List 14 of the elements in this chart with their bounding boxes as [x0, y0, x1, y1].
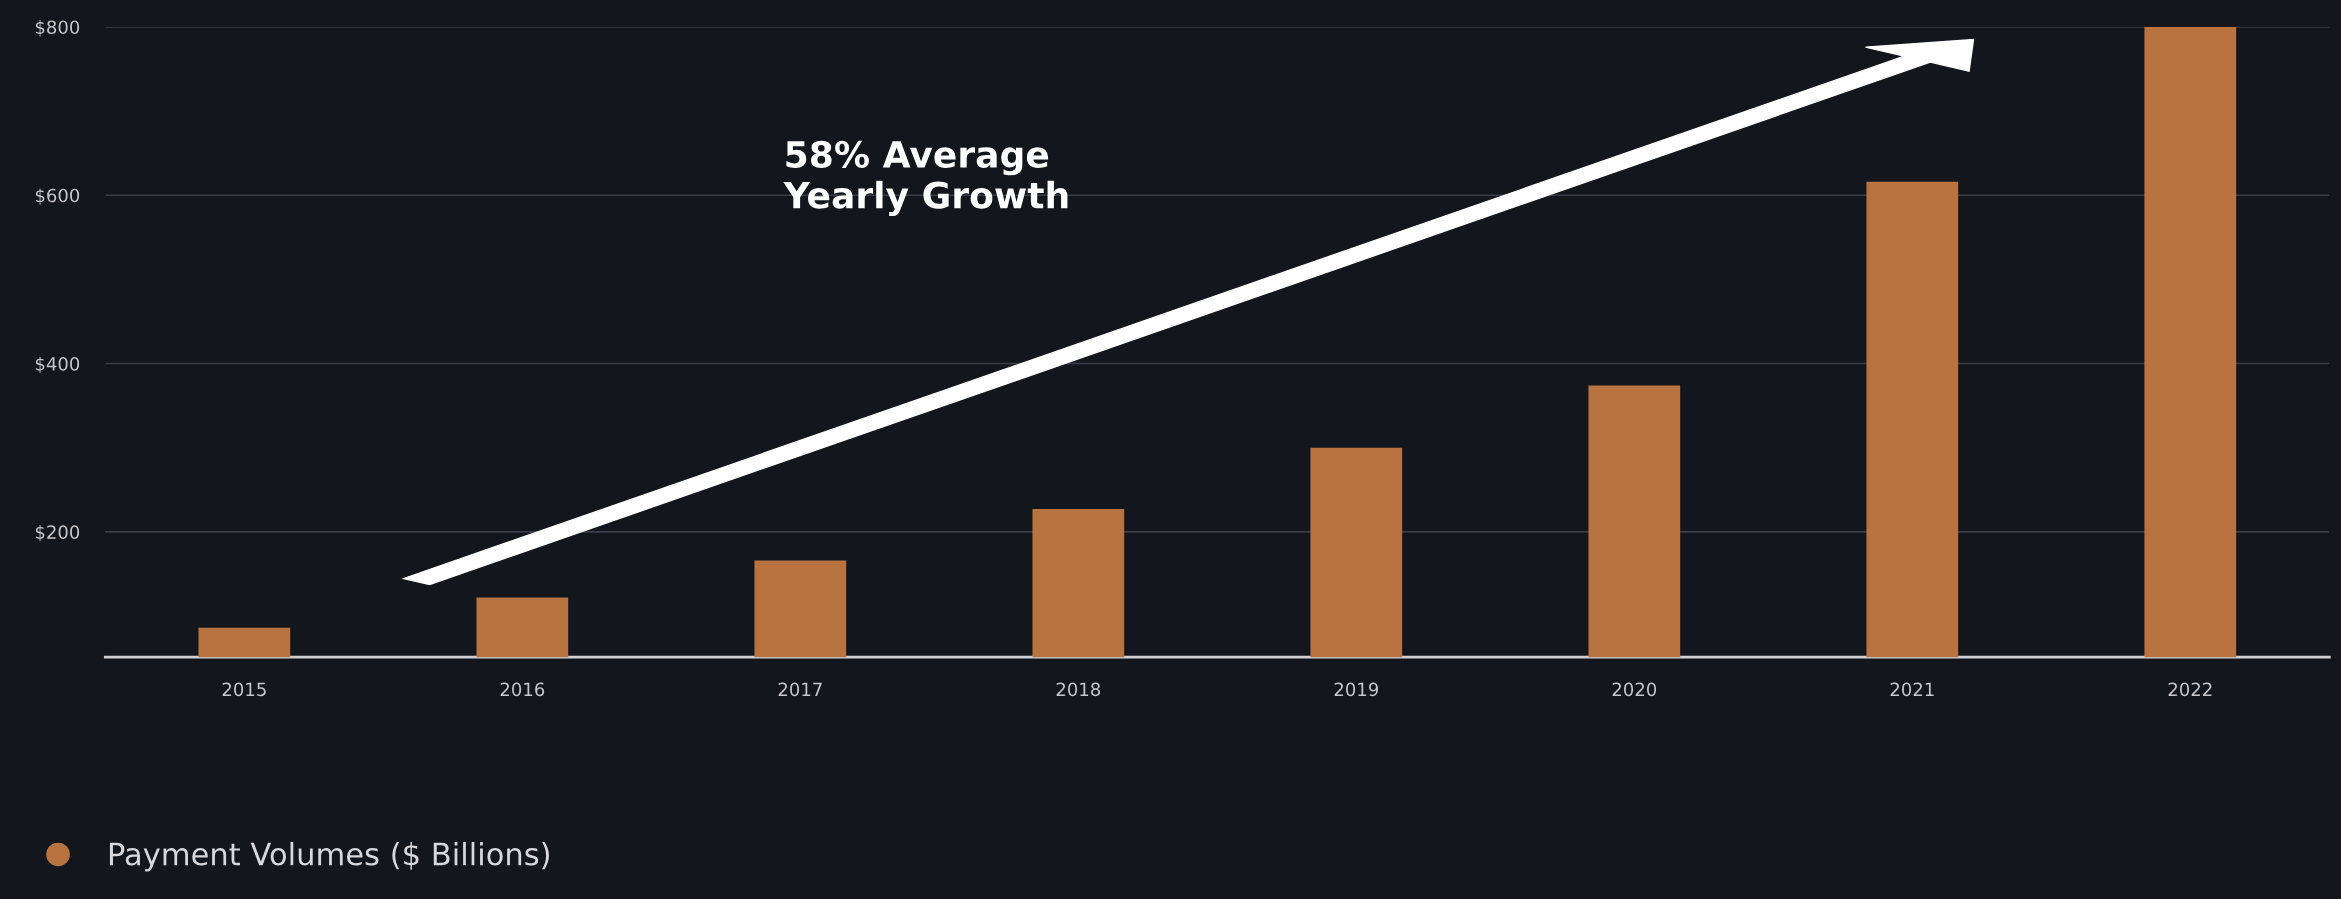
x-tick-label: 2021 — [1890, 682, 1934, 697]
legend-label: Payment Volumes ($ Billions) — [109, 841, 549, 872]
annotation: 58% Average Yearly Growth — [783, 140, 1068, 217]
x-tick-label: 2018 — [1056, 682, 1101, 697]
y-tick-label: $600 — [35, 188, 80, 205]
x-tick-label: 2020 — [1612, 682, 1657, 697]
x-tick-label: 2019 — [1334, 682, 1379, 697]
y-tick-label: $200 — [35, 524, 80, 542]
y-tick-label: $800 — [35, 20, 80, 37]
x-tick-label: 2015 — [222, 682, 266, 697]
y-tick-label: $400 — [35, 356, 80, 374]
x-tick-label: 2016 — [500, 682, 545, 697]
x-tick-label: 2022 — [2168, 682, 2212, 697]
x-tick-label: 2017 — [778, 682, 822, 697]
